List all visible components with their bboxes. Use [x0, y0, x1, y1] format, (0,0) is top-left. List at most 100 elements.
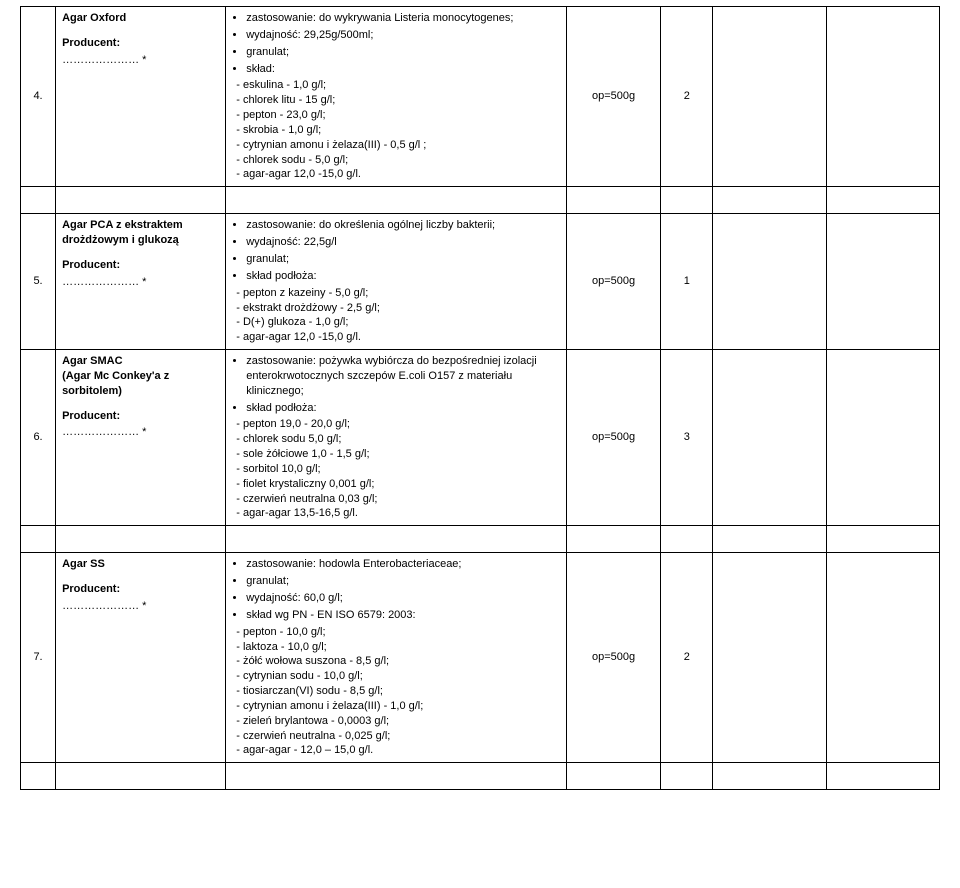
empty-cell — [56, 763, 226, 790]
spec-bullet: zastosowanie: pożywka wybiórcza do bezpo… — [246, 354, 559, 399]
spec-bullet: skład: — [246, 62, 559, 77]
spec-sub: - agar-agar 13,5-16,5 g/l. — [236, 506, 559, 521]
spec-sub: - czerwień neutralna 0,03 g/l; — [236, 492, 559, 507]
spec-sub: - skrobia - 1,0 g/l; — [236, 123, 559, 138]
row-number: 5. — [21, 214, 56, 350]
spec-bullet: zastosowanie: hodowla Enterobacteriaceae… — [246, 557, 559, 572]
spec-sub: - ekstrakt drożdżowy - 2,5 g/l; — [236, 301, 559, 316]
producer-dots: ………………… * — [62, 599, 219, 614]
spec-bullet: granulat; — [246, 45, 559, 60]
spec-bullet: zastosowanie: do wykrywania Listeria mon… — [246, 11, 559, 26]
spec-sub: - pepton z kazeiny - 5,0 g/l; — [236, 286, 559, 301]
producer-label: Producent: — [62, 258, 219, 273]
empty-cell — [826, 350, 940, 526]
spec-sub: - D(+) glukoza - 1,0 g/l; — [236, 315, 559, 330]
quantity: 1 — [661, 214, 713, 350]
spec-sub: - chlorek sodu 5,0 g/l; — [236, 432, 559, 447]
empty-cell — [713, 214, 826, 350]
row-number: 7. — [21, 553, 56, 763]
spec-sub: - agar-agar 12,0 -15,0 g/l. — [236, 330, 559, 345]
empty-cell — [713, 350, 826, 526]
spec-sub: - chlorek litu - 15 g/l; — [236, 93, 559, 108]
empty-cell — [713, 7, 826, 187]
empty-cell — [713, 187, 826, 214]
spec-sub: - cytrynian sodu - 10,0 g/l; — [236, 669, 559, 684]
spec-bullet: wydajność: 60,0 g/l; — [246, 591, 559, 606]
product-title: Agar SMAC — [62, 354, 219, 369]
empty-cell — [566, 526, 661, 553]
table-row: 5. Agar PCA z ekstraktem drożdżowym i gl… — [21, 214, 940, 350]
spec-sub: - pepton 19,0 - 20,0 g/l; — [236, 417, 559, 432]
empty-cell — [661, 187, 713, 214]
spec-sub: - tiosiarczan(VI) sodu - 8,5 g/l; — [236, 684, 559, 699]
empty-cell — [21, 526, 56, 553]
spec-sub: - żółć wołowa suszona - 8,5 g/l; — [236, 654, 559, 669]
empty-cell — [56, 526, 226, 553]
spec-bullet: granulat; — [246, 574, 559, 589]
empty-cell — [661, 526, 713, 553]
quantity: 3 — [661, 350, 713, 526]
producer-label: Producent: — [62, 409, 219, 424]
empty-cell — [826, 553, 940, 763]
empty-cell — [713, 526, 826, 553]
pack-size: op=500g — [566, 214, 661, 350]
product-title: Agar PCA z ekstraktem drożdżowym i gluko… — [62, 218, 219, 248]
spec-cell: zastosowanie: do określenia ogólnej licz… — [226, 214, 566, 350]
spec-sub: - sole żółciowe 1,0 - 1,5 g/l; — [236, 447, 559, 462]
spec-cell: zastosowanie: do wykrywania Listeria mon… — [226, 7, 566, 187]
empty-cell — [826, 526, 940, 553]
table-row: 6. Agar SMAC (Agar Mc Conkey'a z sorbito… — [21, 350, 940, 526]
spec-bullet: wydajność: 29,25g/500ml; — [246, 28, 559, 43]
quantity: 2 — [661, 7, 713, 187]
empty-cell — [826, 214, 940, 350]
empty-cell — [21, 187, 56, 214]
spec-sub: - cytrynian amonu i żelaza(III) - 1,0 g/… — [236, 699, 559, 714]
spec-sub: - eskulina - 1,0 g/l; — [236, 78, 559, 93]
product-name-cell: Agar SMAC (Agar Mc Conkey'a z sorbitolem… — [56, 350, 226, 526]
spec-bullet: skład wg PN - EN ISO 6579: 2003: — [246, 608, 559, 623]
spec-cell: zastosowanie: hodowla Enterobacteriaceae… — [226, 553, 566, 763]
spec-sub: - cytrynian amonu i żelaza(III) - 0,5 g/… — [236, 138, 559, 153]
spec-sub: - fiolet krystaliczny 0,001 g/l; — [236, 477, 559, 492]
empty-cell — [56, 187, 226, 214]
spec-sub: - chlorek sodu - 5,0 g/l; — [236, 153, 559, 168]
producer-dots: ………………… * — [62, 275, 219, 290]
spec-sub: - sorbitol 10,0 g/l; — [236, 462, 559, 477]
pack-size: op=500g — [566, 7, 661, 187]
spec-sub: - pepton - 23,0 g/l; — [236, 108, 559, 123]
product-title: Agar SS — [62, 557, 219, 572]
empty-cell — [826, 763, 940, 790]
spacer-row — [21, 763, 940, 790]
table-row: 7. Agar SS Producent: ………………… * zastosow… — [21, 553, 940, 763]
empty-cell — [713, 763, 826, 790]
producer-label: Producent: — [62, 582, 219, 597]
spec-bullet: skład podłoża: — [246, 269, 559, 284]
empty-cell — [566, 763, 661, 790]
empty-cell — [826, 187, 940, 214]
spacer-row — [21, 187, 940, 214]
empty-cell — [713, 553, 826, 763]
pack-size: op=500g — [566, 350, 661, 526]
empty-cell — [21, 763, 56, 790]
product-name-cell: Agar SS Producent: ………………… * — [56, 553, 226, 763]
product-name-cell: Agar Oxford Producent: ………………… * — [56, 7, 226, 187]
producer-dots: ………………… * — [62, 425, 219, 440]
producer-label: Producent: — [62, 36, 219, 51]
spec-sub: - pepton - 10,0 g/l; — [236, 625, 559, 640]
product-name-cell: Agar PCA z ekstraktem drożdżowym i gluko… — [56, 214, 226, 350]
row-number: 6. — [21, 350, 56, 526]
spec-cell: zastosowanie: pożywka wybiórcza do bezpo… — [226, 350, 566, 526]
spec-sub: - agar-agar 12,0 -15,0 g/l. — [236, 167, 559, 182]
spacer-row — [21, 526, 940, 553]
spec-bullet: skład podłoża: — [246, 401, 559, 416]
table-row: 4. Agar Oxford Producent: ………………… * zast… — [21, 7, 940, 187]
empty-cell — [226, 763, 566, 790]
spec-bullet: zastosowanie: do określenia ogólnej licz… — [246, 218, 559, 233]
producer-dots: ………………… * — [62, 53, 219, 68]
spec-sub: - czerwień neutralna - 0,025 g/l; — [236, 729, 559, 744]
document-page: 4. Agar Oxford Producent: ………………… * zast… — [0, 0, 960, 810]
quantity: 2 — [661, 553, 713, 763]
product-title: Agar Oxford — [62, 11, 219, 26]
empty-cell — [566, 187, 661, 214]
pack-size: op=500g — [566, 553, 661, 763]
